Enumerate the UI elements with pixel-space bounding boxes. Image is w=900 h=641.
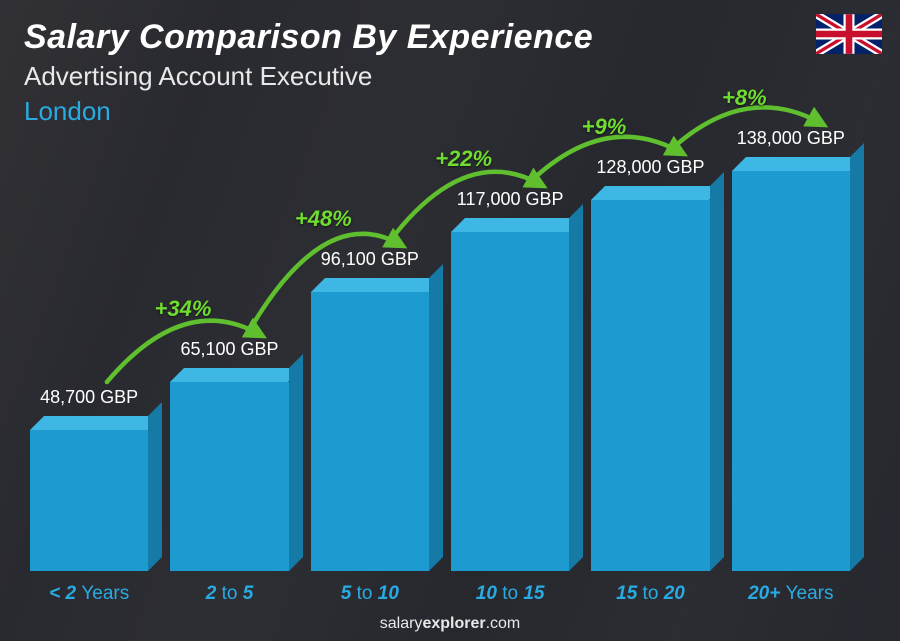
x-tick: 2 to 5 — [170, 583, 288, 605]
pct-increase-label: +34% — [143, 296, 223, 322]
bar-top — [732, 157, 864, 171]
bar-front — [591, 200, 709, 571]
chart-location: London — [24, 96, 593, 127]
bar-front — [311, 292, 429, 571]
chart-title: Salary Comparison By Experience — [24, 18, 593, 57]
chart-subtitle: Advertising Account Executive — [24, 61, 593, 92]
bar-side — [710, 172, 724, 571]
bar-top — [451, 218, 583, 232]
bar — [170, 382, 288, 571]
footer-prefix: salary — [380, 615, 423, 632]
chart-header: Salary Comparison By Experience Advertis… — [24, 18, 593, 127]
bar-front — [30, 430, 148, 571]
bar-wrap: 48,700 GBP — [30, 430, 148, 571]
bar-side — [569, 204, 583, 571]
bar-wrap: 138,000 GBP — [732, 171, 850, 571]
uk-flag-icon — [816, 14, 882, 54]
x-tick: 10 to 15 — [451, 583, 569, 605]
bar-wrap: 96,100 GBP — [311, 292, 429, 571]
bar-wrap: 117,000 GBP — [451, 232, 569, 571]
footer-attribution: salaryexplorer.com — [0, 615, 900, 633]
pct-increase-label: +8% — [704, 85, 784, 111]
bar — [451, 232, 569, 571]
bar-value-label: 65,100 GBP — [159, 339, 299, 360]
bar-value-label: 96,100 GBP — [300, 249, 440, 270]
pct-increase-label: +48% — [283, 206, 363, 232]
bar-side — [289, 354, 303, 571]
bar-top — [30, 416, 162, 430]
bar-front — [170, 382, 288, 571]
bar-top — [591, 186, 723, 200]
bar-side — [148, 402, 162, 571]
pct-increase-label: +9% — [564, 114, 644, 140]
footer-bold: explorer — [422, 615, 485, 632]
bar — [311, 292, 429, 571]
bar — [591, 200, 709, 571]
bar-value-label: 48,700 GBP — [19, 387, 159, 408]
bar-front — [732, 171, 850, 571]
bar — [30, 430, 148, 571]
x-tick: < 2 Years — [30, 583, 148, 605]
bar-side — [850, 143, 864, 571]
pct-increase-label: +22% — [424, 146, 504, 172]
bar-front — [451, 232, 569, 571]
x-tick: 5 to 10 — [311, 583, 429, 605]
bar-side — [429, 264, 443, 571]
bar-top — [311, 278, 443, 292]
bar-top — [170, 368, 302, 382]
bar-wrap: 65,100 GBP — [170, 382, 288, 571]
bar-value-label: 138,000 GBP — [721, 128, 861, 149]
x-axis: < 2 Years 2 to 5 5 to 10 10 to 15 15 to 20 20… — [30, 583, 850, 605]
bar-value-label: 117,000 GBP — [440, 189, 580, 210]
bar-wrap: 128,000 GBP — [591, 200, 709, 571]
x-tick: 15 to 20 — [591, 583, 709, 605]
footer-suffix: .com — [486, 615, 521, 632]
x-tick: 20+ Years — [732, 583, 850, 605]
bar — [732, 171, 850, 571]
bar-chart: 48,700 GBP65,100 GBP96,100 GBP117,000 GB… — [30, 131, 850, 571]
bar-value-label: 128,000 GBP — [580, 157, 720, 178]
